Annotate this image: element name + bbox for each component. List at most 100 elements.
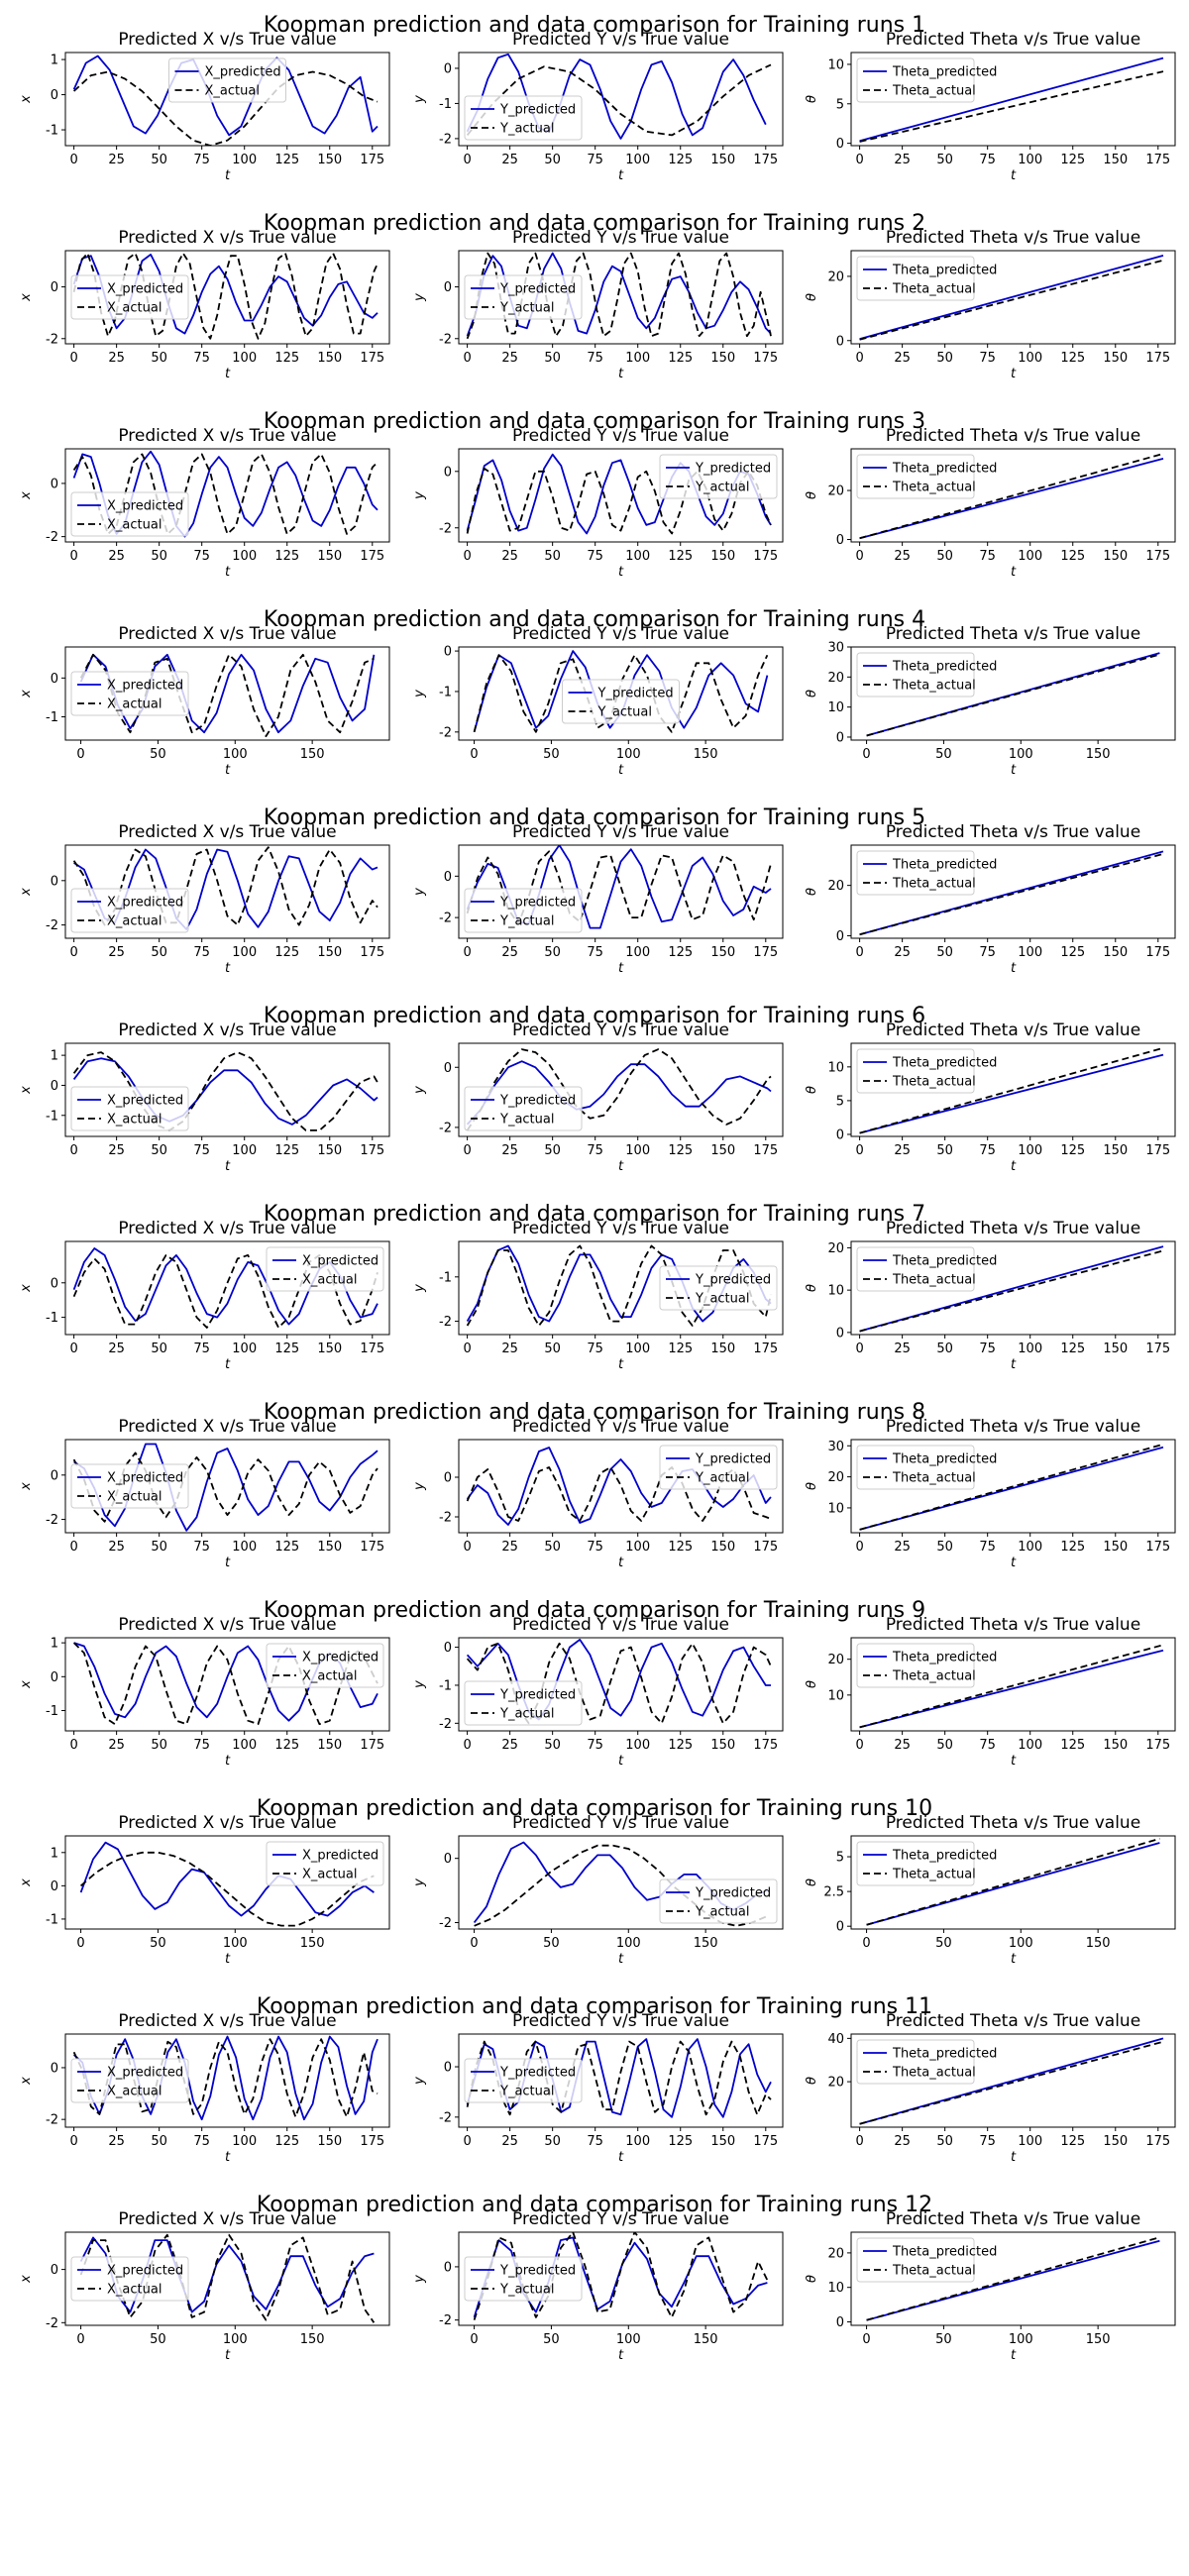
x-axis-label: t xyxy=(225,2150,231,2165)
legend-label: Theta_actual xyxy=(892,1471,976,1486)
subplot: Predicted Y v/s True value 0 25 50 75 100 125 1… xyxy=(412,2011,784,2165)
subplot-title: Predicted Y v/s True value xyxy=(512,1417,729,1437)
y-tick-label: 0 xyxy=(836,137,844,152)
x-axis-label: t xyxy=(618,961,624,976)
legend-box xyxy=(70,1086,189,1131)
x-axis-label: t xyxy=(225,367,231,381)
x-tick-label: 75 xyxy=(587,1540,603,1555)
y-tick-label: 0 xyxy=(836,730,844,745)
x-tick-label: 175 xyxy=(753,549,778,564)
legend-box xyxy=(856,652,975,698)
x-tick-label: 125 xyxy=(668,1738,693,1753)
subplot-title: Predicted Theta v/s True value xyxy=(886,2011,1140,2031)
y-tick-label: 0 xyxy=(51,88,58,103)
legend-label: Theta_predicted xyxy=(892,65,997,80)
legend-label: Theta_predicted xyxy=(892,462,997,477)
x-tick-label: 100 xyxy=(1018,549,1042,564)
figure-group: Koopman prediction and data comparison f… xyxy=(19,1202,1176,1372)
group-title: Koopman prediction and data comparison f… xyxy=(257,2193,932,2217)
legend: Y_predicted Y_actual xyxy=(464,274,583,320)
subplot-title: Predicted Y v/s True value xyxy=(512,822,729,842)
group-title: Koopman prediction and data comparison f… xyxy=(264,805,925,830)
x-tick-label: 125 xyxy=(668,351,693,366)
y-tick-label: -2 xyxy=(439,332,452,347)
y-tick-label: -1 xyxy=(439,685,452,699)
y-tick-label: 0 xyxy=(444,1061,452,1076)
x-tick-label: 100 xyxy=(1018,1738,1042,1753)
legend-label: X_actual xyxy=(107,1490,162,1505)
y-tick-label: -2 xyxy=(439,521,452,536)
x-tick-label: 0 xyxy=(855,1342,863,1356)
legend: Theta_predicted Theta_actual xyxy=(856,2039,997,2085)
legend-box xyxy=(266,1841,384,1886)
x-tick-label: 0 xyxy=(470,2332,478,2347)
x-tick-label: 75 xyxy=(193,1342,210,1356)
figure-group: Koopman prediction and data comparison f… xyxy=(19,1598,1176,1769)
group-title: Koopman prediction and data comparison f… xyxy=(264,409,925,434)
x-tick-label: 0 xyxy=(463,2134,471,2149)
x-tick-label: 100 xyxy=(1018,945,1042,960)
x-tick-label: 25 xyxy=(894,1738,911,1753)
x-tick-label: 100 xyxy=(232,945,257,960)
x-tick-label: 150 xyxy=(710,1143,735,1158)
x-tick-label: 50 xyxy=(936,1540,953,1555)
x-axis-label: t xyxy=(618,168,624,183)
subplot-title: Predicted X v/s True value xyxy=(118,1020,336,1040)
x-tick-label: 150 xyxy=(710,153,735,167)
legend: X_predicted X_actual xyxy=(70,1086,189,1131)
series-line-predicted xyxy=(72,54,378,137)
x-tick-label: 50 xyxy=(544,2134,561,2149)
figure-group: Koopman prediction and data comparison f… xyxy=(19,1004,1176,1174)
legend: Theta_predicted Theta_actual xyxy=(856,1643,997,1688)
subplot: Predicted X v/s True value 0 50 100 150 -1 0 1 t… xyxy=(19,1813,390,1967)
legend-label: Y_actual xyxy=(499,914,554,929)
legend: Y_predicted Y_actual xyxy=(464,2256,583,2302)
legend-label: Theta_predicted xyxy=(892,1452,997,1467)
x-tick-label: 0 xyxy=(69,1143,77,1158)
x-axis-label: t xyxy=(1011,565,1017,580)
figure-group: Koopman prediction and data comparison f… xyxy=(19,1400,1176,1570)
series-line-predicted xyxy=(866,652,1160,737)
y-tick-label: 0 xyxy=(836,1326,844,1341)
x-axis-label: t xyxy=(225,763,231,778)
subplot-title: Predicted Theta v/s True value xyxy=(886,30,1140,50)
x-axis-label: t xyxy=(618,1159,624,1174)
y-tick-label: 0 xyxy=(51,1670,58,1685)
y-tick-label: -2 xyxy=(46,2113,58,2128)
y-tick-label: 0 xyxy=(51,1079,58,1094)
subplot: Predicted X v/s True value 0 50 100 150 -2 0 t x… xyxy=(19,2209,390,2363)
legend-box xyxy=(659,1445,778,1490)
x-tick-label: 50 xyxy=(543,2332,560,2347)
x-tick-label: 25 xyxy=(108,1540,125,1555)
y-axis-label: θ xyxy=(805,1878,819,1886)
x-tick-label: 100 xyxy=(616,747,641,762)
x-tick-label: 175 xyxy=(360,1738,384,1753)
series-line-predicted xyxy=(72,1057,378,1126)
legend: Theta_predicted Theta_actual xyxy=(856,454,997,499)
x-tick-label: 175 xyxy=(1145,945,1170,960)
x-tick-label: 50 xyxy=(543,747,560,762)
series-line-predicted xyxy=(466,453,772,535)
y-tick-label: 10 xyxy=(827,2281,844,2296)
group-title: Koopman prediction and data comparison f… xyxy=(264,211,925,236)
series-line-actual xyxy=(859,1249,1164,1333)
x-tick-label: 125 xyxy=(274,1342,299,1356)
series-line-predicted xyxy=(859,255,1164,340)
legend-label: Theta_actual xyxy=(892,282,976,297)
x-axis-label: t xyxy=(1011,1159,1017,1174)
series-line-predicted xyxy=(466,1060,772,1126)
figure-group: Koopman prediction and data comparison f… xyxy=(19,211,1176,381)
x-axis-label: t xyxy=(1011,168,1017,183)
y-tick-label: 2.5 xyxy=(823,1885,844,1900)
x-tick-label: 0 xyxy=(855,1540,863,1555)
y-axis-label: θ xyxy=(805,690,819,698)
y-tick-label: 0 xyxy=(836,1127,844,1142)
x-axis-label: t xyxy=(1011,2150,1017,2165)
y-tick-label: -1 xyxy=(46,1311,58,1326)
legend-label: Y_actual xyxy=(499,301,554,316)
subplot: Predicted Y v/s True value 0 25 50 75 100 125 1… xyxy=(412,1417,784,1570)
legend: Y_predicted Y_actual xyxy=(464,1086,583,1131)
legend-label: X_predicted xyxy=(302,1651,378,1665)
y-tick-label: -2 xyxy=(439,132,452,147)
